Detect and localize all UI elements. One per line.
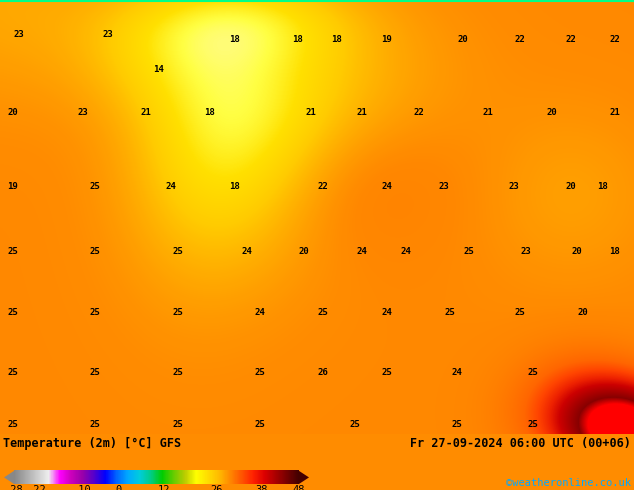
Text: 25: 25 [172,308,183,317]
Text: 25: 25 [172,247,183,256]
Text: 18: 18 [293,34,303,44]
Text: 23: 23 [521,247,531,256]
Text: ©weatheronline.co.uk: ©weatheronline.co.uk [506,478,631,488]
Text: 14: 14 [153,65,164,74]
Text: 23: 23 [103,30,113,39]
Text: 20: 20 [547,108,557,117]
Text: 18: 18 [230,34,240,44]
Text: 22: 22 [566,34,576,44]
Text: 25: 25 [8,420,18,429]
Text: 22: 22 [318,182,328,191]
Text: 25: 25 [350,420,360,429]
Text: 25: 25 [90,368,100,377]
Text: 25: 25 [318,308,328,317]
Text: 25: 25 [90,247,100,256]
Text: 21: 21 [356,108,366,117]
Text: 23: 23 [14,30,24,39]
Text: 25: 25 [382,368,392,377]
Text: 38: 38 [256,486,268,490]
Text: 24: 24 [356,247,366,256]
Text: 25: 25 [445,308,455,317]
Text: 19: 19 [382,34,392,44]
Text: 25: 25 [90,182,100,191]
Text: 20: 20 [572,247,582,256]
Text: 25: 25 [451,420,462,429]
Text: 0: 0 [116,486,122,490]
Text: 20: 20 [566,182,576,191]
Text: 18: 18 [331,34,341,44]
Text: 25: 25 [8,308,18,317]
Text: 21: 21 [141,108,151,117]
Text: 25: 25 [90,420,100,429]
Polygon shape [4,471,14,484]
Text: 25: 25 [172,420,183,429]
Text: 22: 22 [515,34,525,44]
Text: 25: 25 [464,247,474,256]
Text: 26: 26 [318,368,328,377]
Text: 21: 21 [483,108,493,117]
Text: 19: 19 [8,182,18,191]
Text: 23: 23 [508,182,519,191]
Text: 22: 22 [610,34,620,44]
Text: 24: 24 [451,368,462,377]
Text: 18: 18 [230,182,240,191]
Text: Temperature (2m) [°C] GFS: Temperature (2m) [°C] GFS [3,437,181,450]
Text: -28: -28 [4,486,23,490]
Text: 21: 21 [610,108,620,117]
Text: 24: 24 [255,308,265,317]
Text: 24: 24 [166,182,176,191]
Text: 23: 23 [77,108,87,117]
Text: 20: 20 [299,247,309,256]
Text: 24: 24 [401,247,411,256]
Text: Fr 27-09-2024 06:00 UTC (00+06): Fr 27-09-2024 06:00 UTC (00+06) [410,437,631,450]
Text: 23: 23 [439,182,449,191]
Text: 48: 48 [293,486,305,490]
Text: 20: 20 [8,108,18,117]
Text: 24: 24 [382,182,392,191]
Text: -10: -10 [72,486,91,490]
Text: 20: 20 [578,308,588,317]
Polygon shape [299,471,309,484]
Text: 25: 25 [255,368,265,377]
Text: -22: -22 [27,486,46,490]
Text: 24: 24 [382,308,392,317]
Text: 24: 24 [242,247,252,256]
Text: 12: 12 [158,486,171,490]
Text: 25: 25 [255,420,265,429]
Text: 20: 20 [458,34,468,44]
Text: 26: 26 [210,486,223,490]
Text: 25: 25 [515,308,525,317]
Text: 25: 25 [90,308,100,317]
Text: 25: 25 [527,420,538,429]
Text: 25: 25 [527,368,538,377]
Text: 18: 18 [204,108,214,117]
Text: 22: 22 [413,108,424,117]
Text: 25: 25 [172,368,183,377]
Text: 25: 25 [8,368,18,377]
Text: 18: 18 [597,182,607,191]
Text: 25: 25 [8,247,18,256]
Text: 18: 18 [610,247,620,256]
Text: 21: 21 [306,108,316,117]
